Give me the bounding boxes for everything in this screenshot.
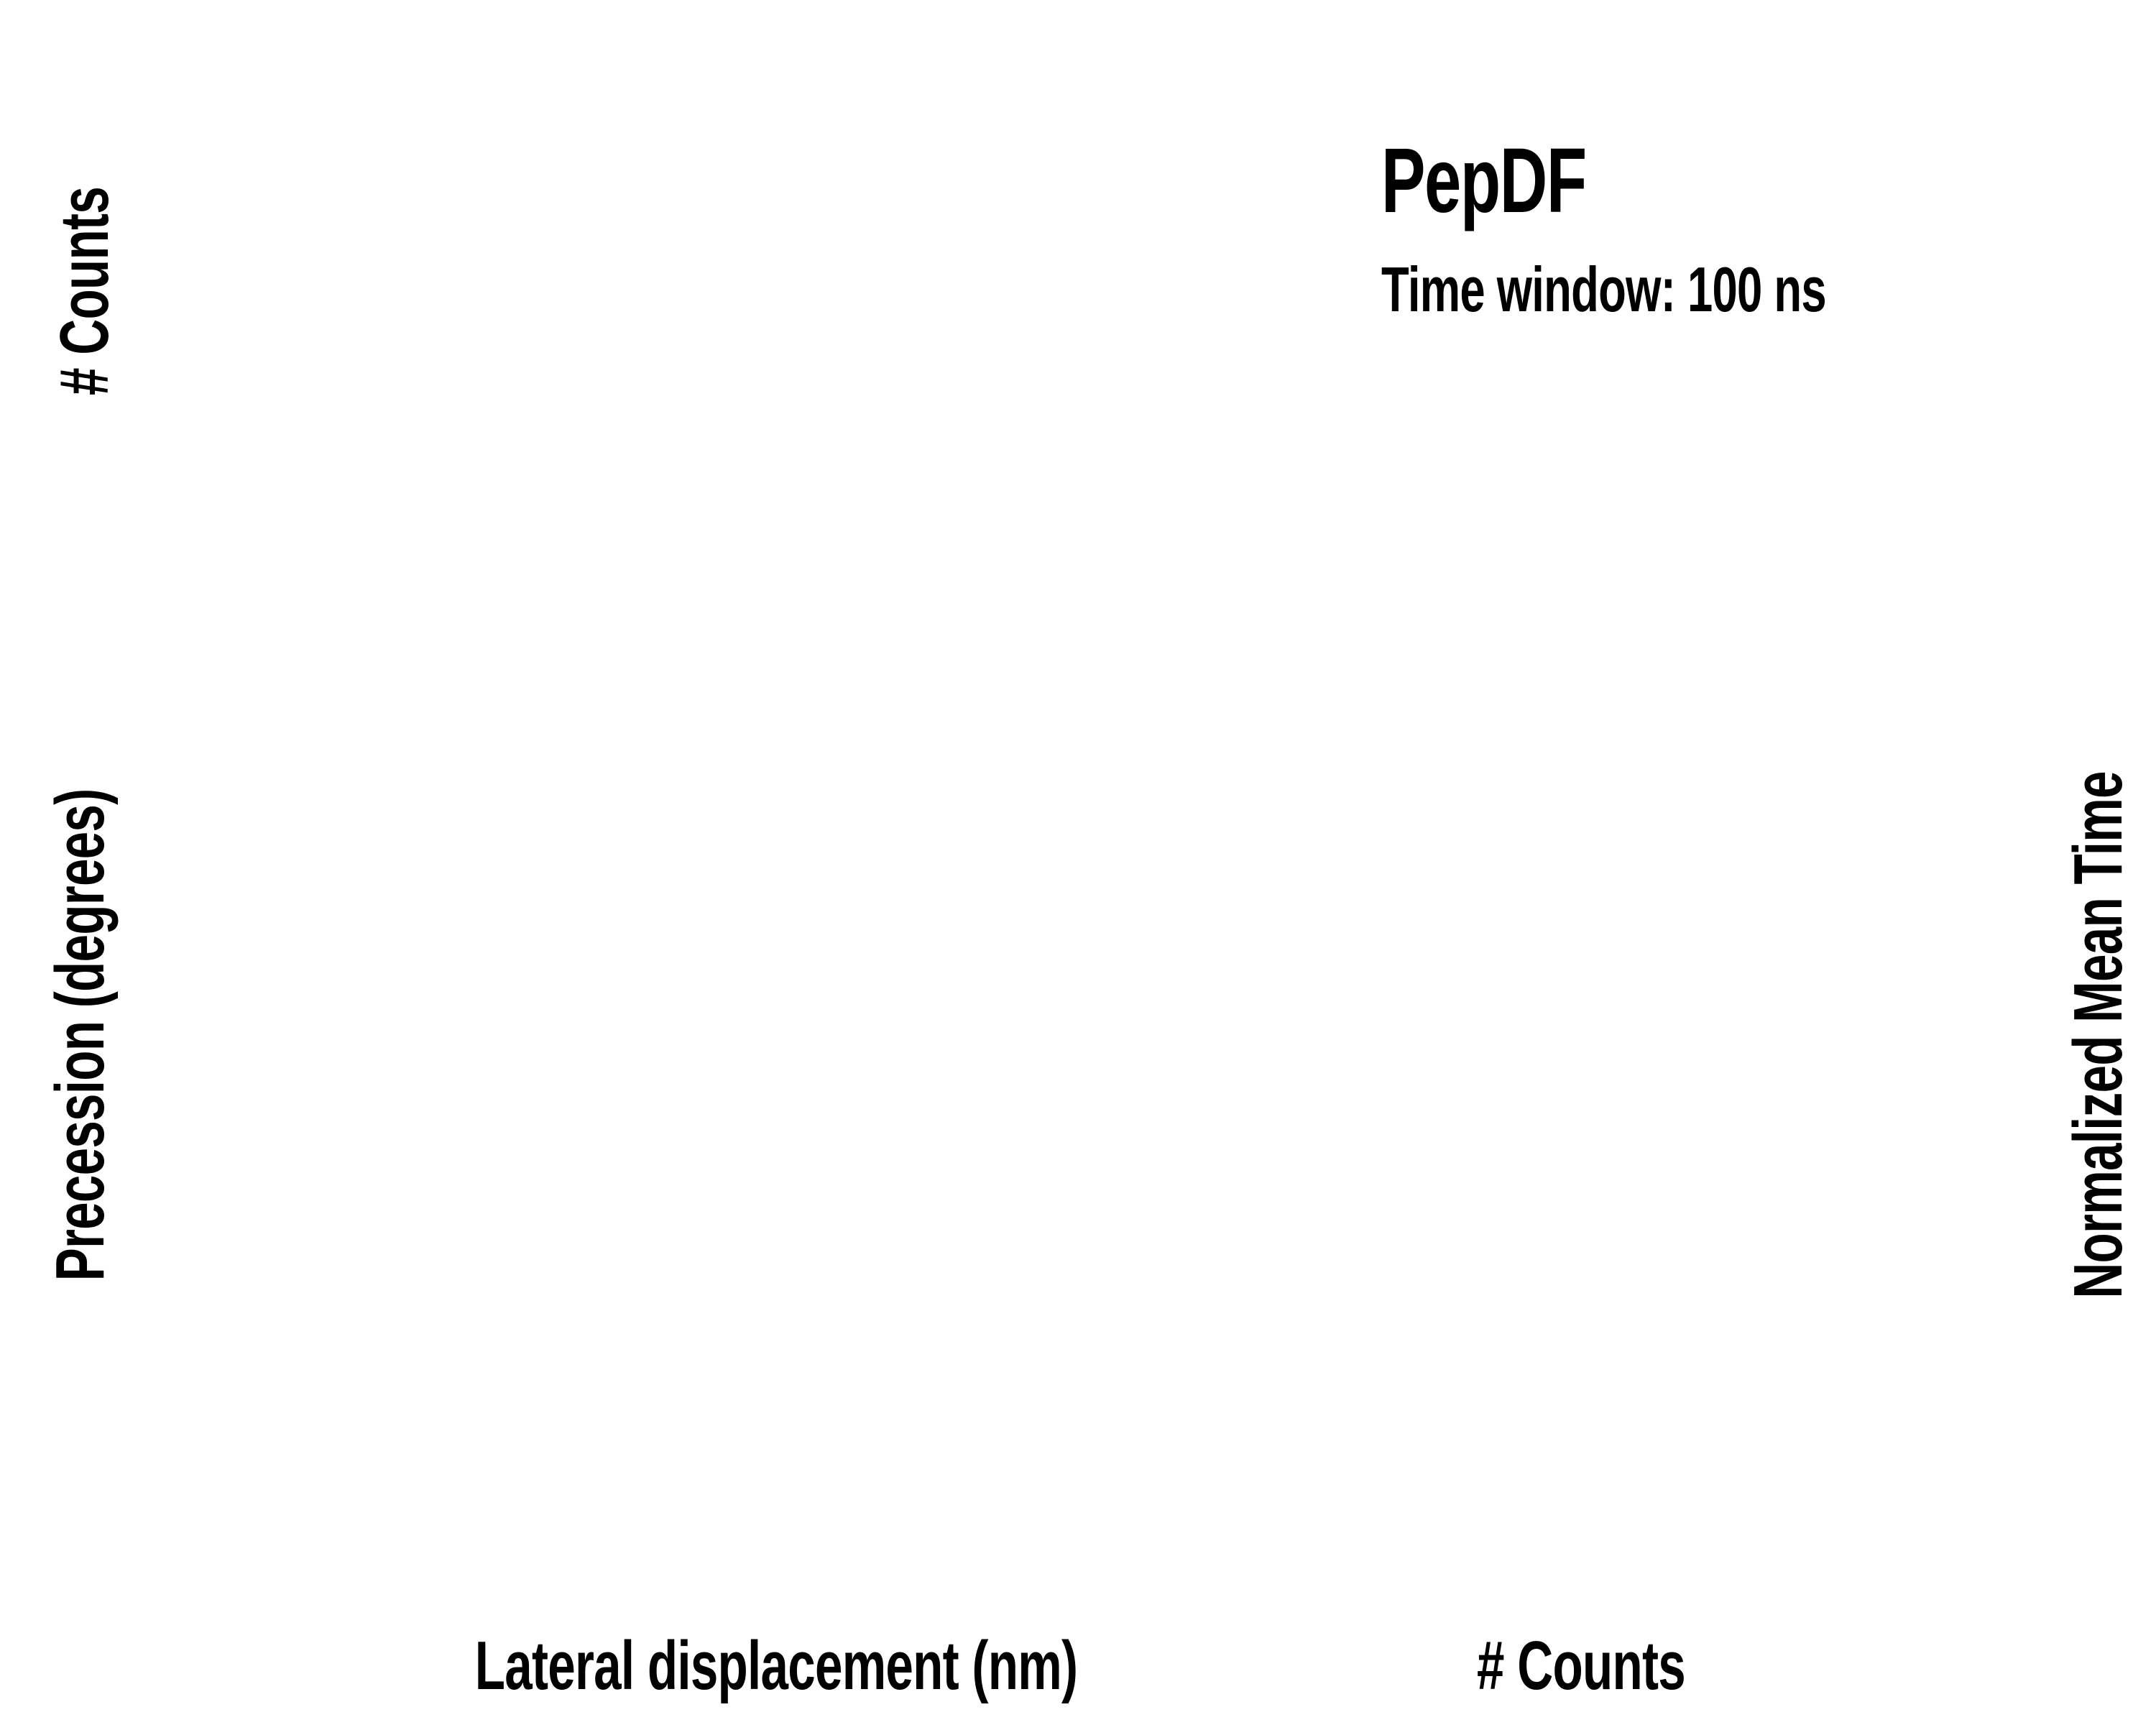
main-ylabel: Precession (degrees) bbox=[42, 788, 119, 1282]
figure-title: PepDF bbox=[1381, 129, 1587, 232]
colorbar-label: Normalized Mean Time bbox=[2060, 771, 2137, 1299]
figure-subtitle: Time window: 100 ns bbox=[1381, 254, 1827, 325]
right-hist-xlabel: # Counts bbox=[1477, 1627, 1686, 1704]
top-hist-ylabel: # Counts bbox=[46, 187, 123, 395]
main-xlabel: Lateral displacement (nm) bbox=[474, 1627, 1078, 1704]
